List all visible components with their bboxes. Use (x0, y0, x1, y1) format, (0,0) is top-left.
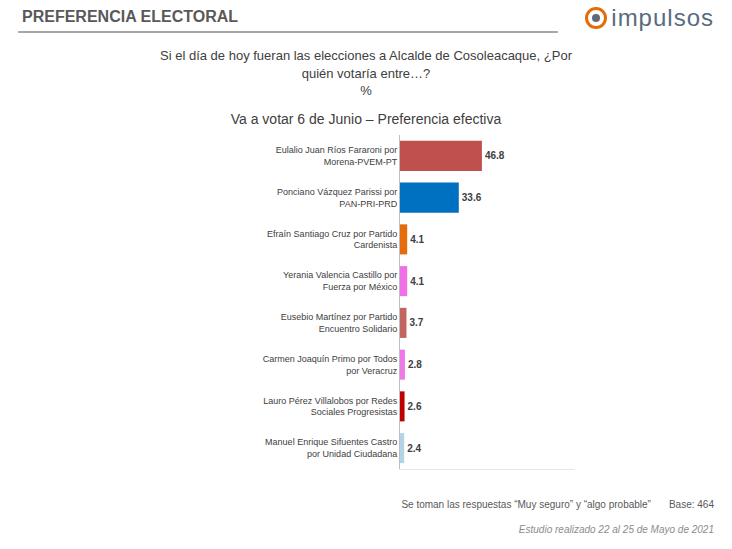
svg-text:Ponciano Vázquez Parissi porPA: Ponciano Vázquez Parissi porPAN-PRI-PRD (277, 187, 398, 209)
svg-text:33.6: 33.6 (462, 192, 482, 203)
svg-text:Lauro Pérez Villalobos por Red: Lauro Pérez Villalobos por RedesSociales… (263, 396, 397, 418)
svg-text:Carmen Joaquín Primo por Todos: Carmen Joaquín Primo por Todospor Veracr… (263, 354, 398, 376)
html-text:Va a votar 6 de Junio – Prefer: Va a votar 6 de Junio – Preferencia efec… (230, 111, 502, 127)
html-text:Base: 464: Base: 464 (669, 499, 714, 510)
svg-text:2.4: 2.4 (407, 443, 421, 454)
html-text:PREFERENCIA ELECTORAL: PREFERENCIA ELECTORAL (22, 8, 238, 25)
svg-text:Eulalio Juan Ríos Fararoni por: Eulalio Juan Ríos Fararoni porMorena-PVE… (276, 145, 398, 167)
svg-text:Eusebio Martínez por PartidoEn: Eusebio Martínez por PartidoEncuentro So… (281, 312, 398, 334)
svg-text:2.6: 2.6 (408, 401, 422, 412)
html-text:impulsos: impulsos (611, 4, 714, 31)
svg-text:Yerania Valencia Castillo porF: Yerania Valencia Castillo porFuerza por … (283, 270, 397, 292)
svg-text:46.8: 46.8 (485, 150, 505, 161)
svg-text:3.7: 3.7 (409, 317, 423, 328)
svg-text:Efraín Santiago Cruz por Parti: Efraín Santiago Cruz por PartidoCardenis… (267, 229, 397, 251)
svg-text:2.8: 2.8 (408, 359, 422, 370)
html-text:Se toman las respuestas “Muy s: Se toman las respuestas “Muy seguro” y “… (401, 499, 651, 510)
html-text:Estudio realizado 22 al 25 de: Estudio realizado 22 al 25 de Mayo de 20… (518, 524, 714, 535)
svg-text:4.1: 4.1 (410, 276, 424, 287)
svg-text:4.1: 4.1 (410, 234, 424, 245)
html-text:Si el día de hoy fueran las el: Si el día de hoy fueran las elecciones a… (160, 48, 572, 81)
svg-text:Manuel Enrique Sifuentes Castr: Manuel Enrique Sifuentes Castropor Unida… (265, 437, 397, 459)
